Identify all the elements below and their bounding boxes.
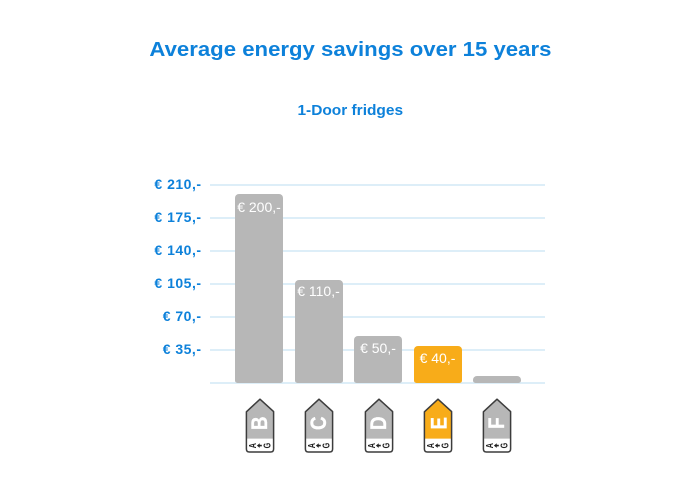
svg-text:A: A	[306, 442, 317, 448]
svg-text:A: A	[484, 442, 495, 448]
svg-text:F: F	[485, 417, 510, 428]
svg-text:G: G	[439, 443, 450, 449]
svg-text:C: C	[307, 416, 332, 430]
svg-text:A: A	[366, 442, 377, 448]
svg-text:E: E	[427, 417, 452, 429]
svg-text:B: B	[248, 416, 273, 430]
svg-text:G: G	[321, 443, 332, 449]
svg-text:A: A	[425, 442, 436, 448]
svg-text:G: G	[380, 443, 391, 449]
svg-text:G: G	[262, 443, 273, 449]
svg-text:D: D	[367, 416, 392, 430]
svg-text:A: A	[247, 442, 258, 448]
svg-text:G: G	[499, 443, 510, 449]
